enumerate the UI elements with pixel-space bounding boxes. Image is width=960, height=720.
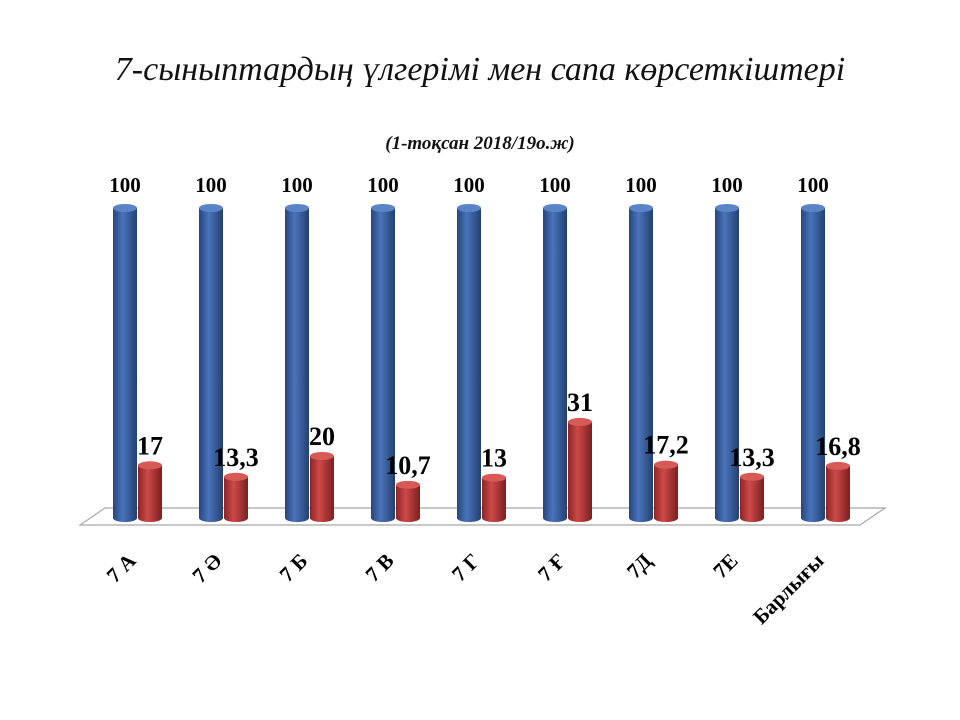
bar-red-5: [568, 417, 592, 522]
value-label-red-0: 17: [137, 431, 163, 460]
bar-red-8: [826, 461, 850, 522]
bar-red-6: [654, 460, 678, 522]
value-label-blue-4: 100: [453, 173, 485, 197]
value-label-red-7: 13,3: [729, 443, 775, 472]
value-label-blue-5: 100: [539, 173, 571, 197]
chart-subtitle: (1-тоқсан 2018/19о.ж): [385, 133, 575, 154]
value-label-blue-1: 100: [195, 173, 227, 197]
category-label-8: Барлығы: [748, 549, 828, 629]
bar-blue-8: [801, 204, 825, 522]
value-label-blue-8: 100: [797, 173, 829, 197]
bar-blue-0: [113, 204, 137, 522]
chart-title: 7-сыныптардың үлгерімі мен сапа көрсеткі…: [114, 51, 846, 88]
bar-blue-2: [285, 204, 309, 522]
value-label-blue-3: 100: [367, 173, 399, 197]
value-label-blue-0: 100: [109, 173, 141, 197]
value-label-blue-2: 100: [281, 173, 313, 197]
bar-red-3: [396, 480, 420, 522]
category-label-5: 7 Ғ: [533, 549, 571, 587]
value-label-red-8: 16,8: [815, 432, 861, 461]
bar-red-2: [310, 452, 334, 522]
value-label-red-4: 13: [481, 444, 507, 473]
category-label-6: 7Д: [622, 548, 657, 583]
category-label-7: 7Е: [708, 549, 742, 583]
bar-blue-1: [199, 204, 223, 522]
value-label-blue-6: 100: [625, 173, 657, 197]
bar-blue-5: [543, 204, 567, 522]
bar-red-1: [224, 472, 248, 522]
category-label-4: 7 Г: [447, 549, 485, 587]
bar-blue-7: [715, 204, 739, 522]
category-label-0: 7 А: [102, 548, 141, 587]
bar-blue-6: [629, 204, 653, 522]
bar-red-0: [138, 461, 162, 522]
bar-red-4: [482, 473, 506, 522]
bar-blue-4: [457, 204, 481, 522]
category-label-2: 7 Б: [275, 549, 313, 587]
bar-blue-3: [371, 204, 395, 522]
value-label-red-6: 17,2: [643, 431, 689, 460]
value-label-red-2: 20: [309, 422, 335, 451]
value-label-red-5: 31: [567, 388, 593, 417]
value-label-red-1: 13,3: [213, 443, 259, 472]
category-label-3: 7 В: [361, 549, 399, 587]
value-label-blue-7: 100: [711, 173, 743, 197]
value-label-red-3: 10,7: [385, 451, 431, 480]
bar-red-7: [740, 472, 764, 522]
category-label-1: 7 Ә: [187, 549, 226, 588]
